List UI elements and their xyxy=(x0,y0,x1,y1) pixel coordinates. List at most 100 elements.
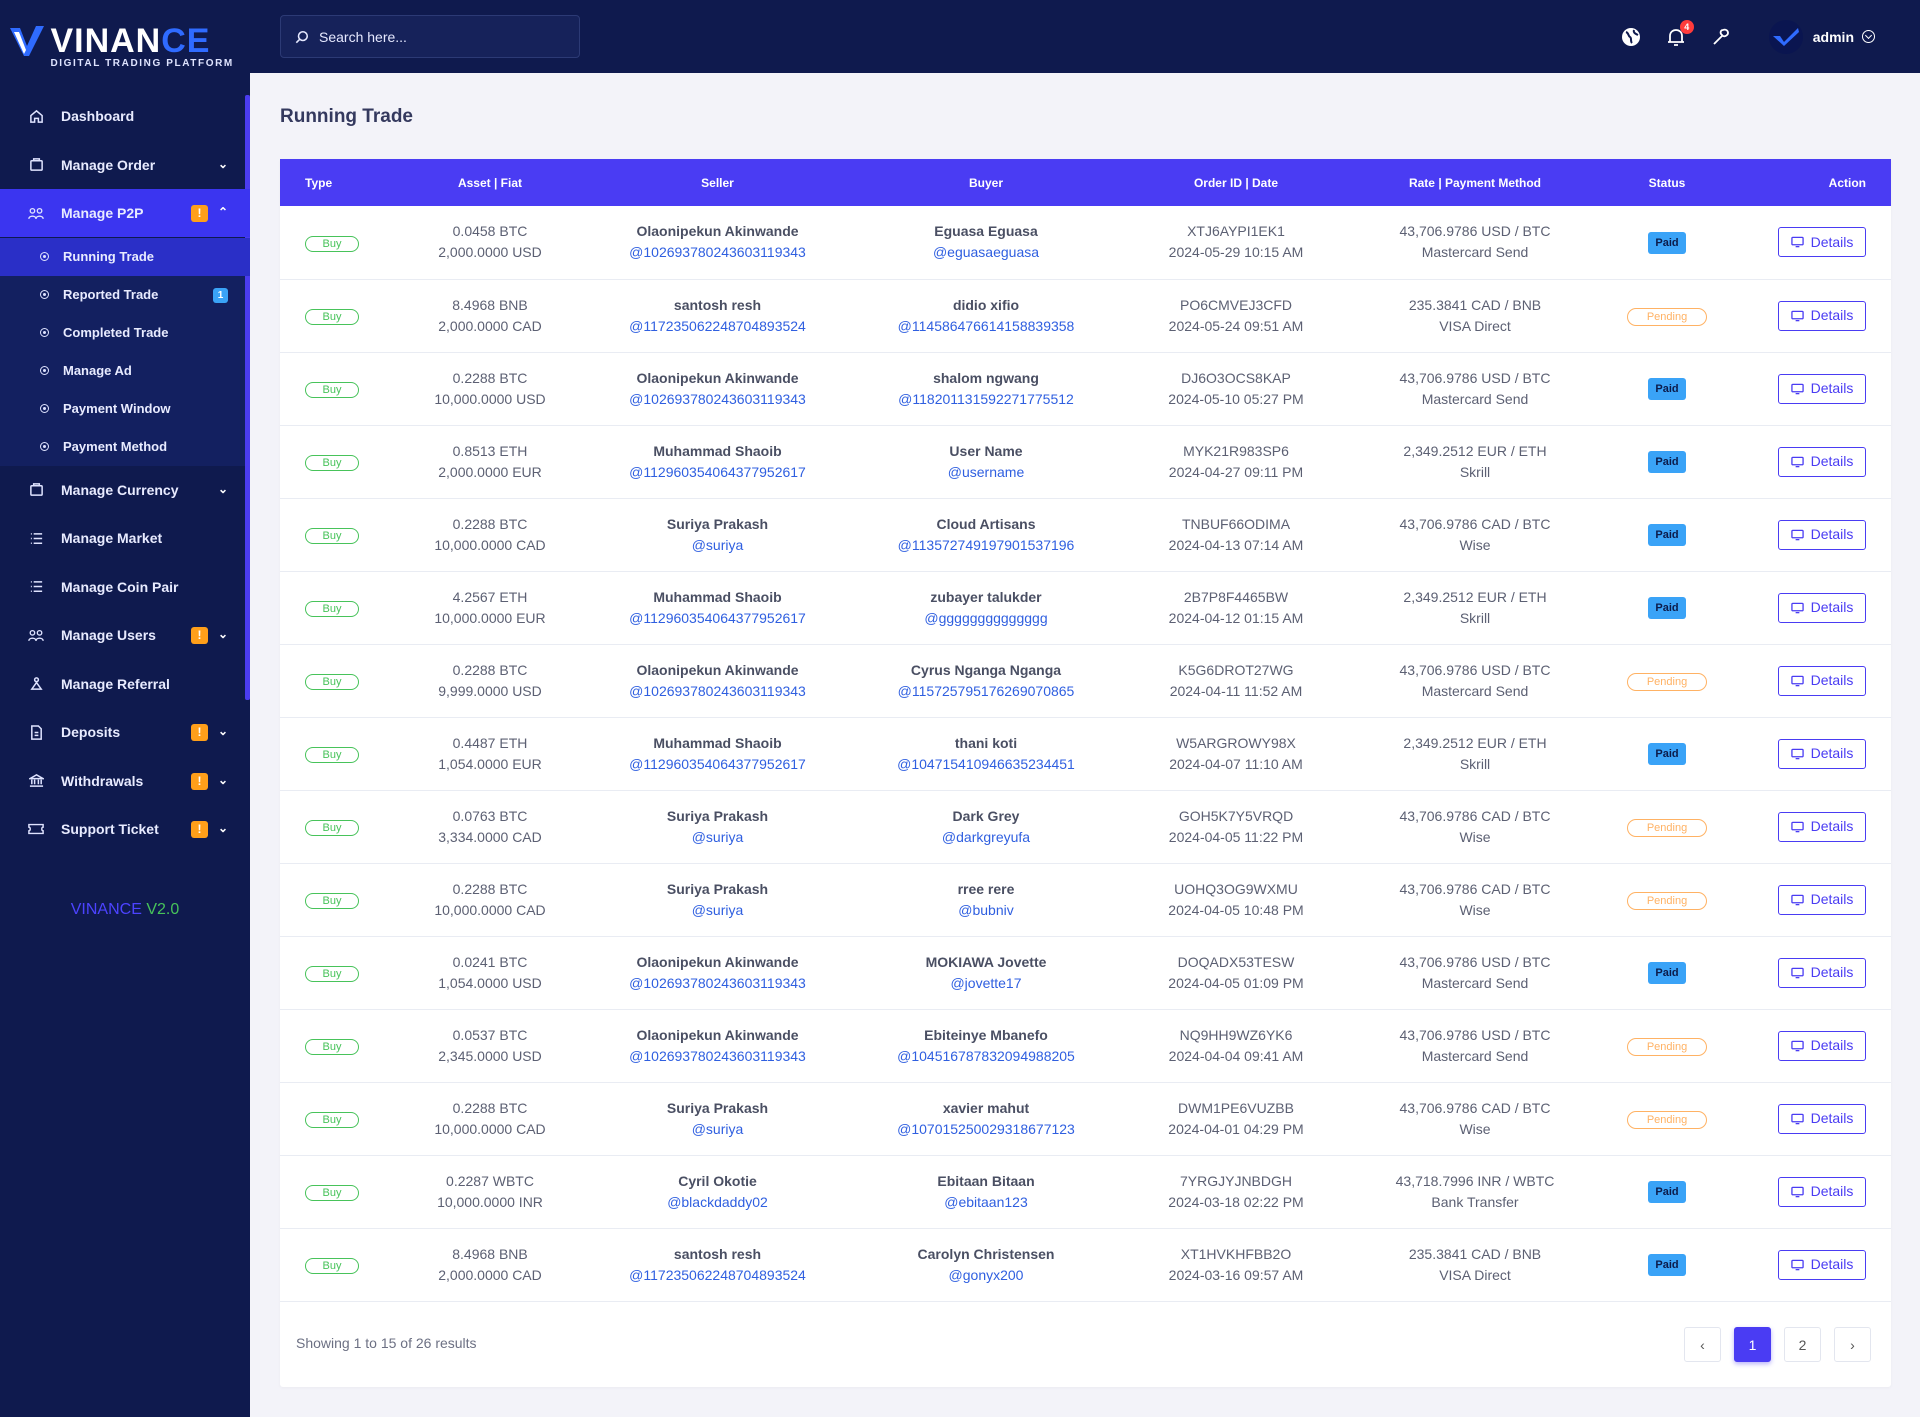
column-header-asset-fiat: Asset | Fiat xyxy=(457,175,523,190)
seller-handle-link[interactable]: @102693780243603119343 xyxy=(629,390,806,407)
search-input[interactable] xyxy=(319,28,559,45)
sidebar-item-manage-market[interactable]: Manage Market xyxy=(0,514,250,562)
submenu-item-manage-ad[interactable]: Manage Ad xyxy=(0,352,250,390)
sidebar-item-manage-order[interactable]: Manage Order ⌄ xyxy=(0,141,250,189)
order-id: XT1HVKHFBB2O xyxy=(1180,1245,1292,1262)
rate: 43,706.9786 USD / BTC xyxy=(1399,953,1551,970)
details-button[interactable]: Details xyxy=(1778,957,1866,988)
pagination-page-1[interactable]: 1 xyxy=(1734,1327,1771,1362)
results-summary: Showing 1 to 15 of 26 results xyxy=(296,1335,477,1351)
buyer-handle-link[interactable]: @gggggggggggggg xyxy=(924,609,1048,626)
table-row: Buy 0.0241 BTC 1,054.0000 USD Olaonipekun A… xyxy=(280,936,1891,1009)
details-button[interactable]: Details xyxy=(1778,884,1866,915)
sidebar-item-dashboard[interactable]: Dashboard xyxy=(0,92,250,140)
details-button[interactable]: Details xyxy=(1778,811,1866,842)
buyer-handle-link[interactable]: @113572749197901537196 xyxy=(897,536,1075,553)
status-badge: Paid xyxy=(1648,743,1686,765)
seller-handle-link[interactable]: @117235062248704893524 xyxy=(629,317,806,334)
pagination-prev-button[interactable]: ‹ xyxy=(1684,1327,1721,1362)
globe-icon[interactable] xyxy=(1619,25,1643,49)
buyer-handle-link[interactable]: @118201131592271775512 xyxy=(898,390,1074,407)
seller-handle-link[interactable]: @102693780243603119343 xyxy=(629,244,806,261)
buyer-handle-link[interactable]: @107015250029318677123 xyxy=(897,1120,1075,1137)
cell-rate-method: 43,706.9786 USD / BTC Mastercard Send xyxy=(1355,206,1595,279)
fiat-amount: 2,000.0000 USD xyxy=(438,244,542,261)
seller-handle-link[interactable]: @112960354064377952617 xyxy=(629,609,806,626)
buyer-handle-link[interactable]: @darkgreyufa xyxy=(941,828,1031,845)
buyer-handle-link[interactable]: @username xyxy=(947,463,1025,480)
buyer-handle-link[interactable]: @104715410946635234451 xyxy=(897,755,1075,772)
buyer-handle-link[interactable]: @eguasaeguasa xyxy=(932,244,1040,261)
cell-seller: Muhammad Shaoib @112960354064377952617 xyxy=(580,425,855,498)
submenu-item-payment-window[interactable]: Payment Window xyxy=(0,390,250,428)
cell-type: Buy xyxy=(280,1228,400,1301)
wrench-icon[interactable] xyxy=(1709,25,1733,49)
search-box[interactable] xyxy=(280,15,580,58)
details-button[interactable]: Details xyxy=(1778,665,1866,696)
seller-handle-link[interactable]: @suriya xyxy=(691,536,744,553)
pagination-next-button[interactable]: › xyxy=(1834,1327,1871,1362)
seller-handle-link[interactable]: @blackdaddy02 xyxy=(667,1193,768,1210)
cell-seller: Olaonipekun Akinwande @102693780243603119… xyxy=(580,206,855,279)
buyer-handle-link[interactable]: @115725795176269070865 xyxy=(897,682,1075,699)
fiat-amount: 2,000.0000 EUR xyxy=(438,463,542,480)
sidebar-item-manage-users[interactable]: Manage Users ! ⌄ xyxy=(0,611,250,659)
payment-method: Mastercard Send xyxy=(1421,682,1529,699)
details-button[interactable]: Details xyxy=(1778,1249,1866,1280)
seller-handle-link[interactable]: @102693780243603119343 xyxy=(629,974,806,991)
seller-handle-link[interactable]: @112960354064377952617 xyxy=(629,755,806,772)
seller-handle-link[interactable]: @112960354064377952617 xyxy=(629,463,806,480)
buyer-handle-link[interactable]: @gonyx200 xyxy=(948,1266,1024,1283)
order-id: K5G6DROT27WG xyxy=(1178,661,1294,678)
details-button[interactable]: Details xyxy=(1778,373,1866,404)
submenu-item-reported-trade[interactable]: Reported Trade 1 xyxy=(0,276,250,314)
logo[interactable]: VINANCE DIGITAL TRADING PLATFORM xyxy=(0,0,250,92)
details-button[interactable]: Details xyxy=(1778,738,1866,769)
buyer-handle-link[interactable]: @ebitaan123 xyxy=(944,1193,1028,1210)
seller-handle-link[interactable]: @suriya xyxy=(691,1120,744,1137)
submenu-item-running-trade[interactable]: Running Trade xyxy=(0,237,250,276)
buyer-name: Eguasa Eguasa xyxy=(934,223,1038,240)
details-button[interactable]: Details xyxy=(1778,592,1866,623)
details-button[interactable]: Details xyxy=(1778,446,1866,477)
bell-icon[interactable]: 4 xyxy=(1664,19,1694,49)
seller-handle-link[interactable]: @117235062248704893524 xyxy=(629,1266,806,1283)
buyer-name: thani koti xyxy=(954,734,1018,751)
seller-handle-link[interactable]: @102693780243603119343 xyxy=(629,682,806,699)
buyer-handle-link[interactable]: @104516787832094988205 xyxy=(897,1047,1075,1064)
sidebar-item-manage-referral[interactable]: Manage Referral xyxy=(0,660,250,708)
seller-name: Suriya Prakash xyxy=(666,1099,769,1116)
buyer-handle-link[interactable]: @114586476614158839358 xyxy=(897,317,1075,334)
status-badge: Pending xyxy=(1627,819,1707,837)
details-button[interactable]: Details xyxy=(1778,1176,1866,1207)
sidebar-item-manage-coin-pair[interactable]: Manage Coin Pair xyxy=(0,563,250,611)
warning-badge: ! xyxy=(191,821,208,838)
sidebar-item-manage-p2p[interactable]: Manage P2P ! ⌃ xyxy=(0,189,250,237)
details-button[interactable]: Details xyxy=(1778,1103,1866,1134)
sidebar-item-deposits[interactable]: Deposits ! ⌄ xyxy=(0,708,250,756)
order-date: 2024-03-18 02:22 PM xyxy=(1168,1193,1304,1210)
pagination-page-2[interactable]: 2 xyxy=(1784,1327,1821,1362)
sidebar-scrollbar[interactable] xyxy=(245,95,250,700)
sidebar-item-manage-currency[interactable]: Manage Currency ⌄ xyxy=(0,466,250,514)
seller-handle-link[interactable]: @suriya xyxy=(691,828,744,845)
cell-action: Details xyxy=(1739,1228,1891,1301)
details-button[interactable]: Details xyxy=(1778,519,1866,550)
seller-handle-link[interactable]: @suriya xyxy=(691,901,744,918)
user-menu[interactable]: admin xyxy=(1768,19,1875,54)
details-button[interactable]: Details xyxy=(1778,227,1866,258)
buyer-handle-link[interactable]: @bubniv xyxy=(958,901,1014,918)
table-row: Buy 8.4968 BNB 2,000.0000 CAD santosh resh @… xyxy=(280,1228,1891,1301)
buyer-handle-link[interactable]: @jovette17 xyxy=(950,974,1022,991)
sidebar-item-support-ticket[interactable]: Support Ticket ! ⌄ xyxy=(0,805,250,853)
details-button[interactable]: Details xyxy=(1778,300,1866,331)
details-button[interactable]: Details xyxy=(1778,1030,1866,1061)
rate: 43,706.9786 USD / BTC xyxy=(1399,1026,1551,1043)
cell-rate-method: 43,718.7996 INR / WBTC Bank Transfer xyxy=(1355,1155,1595,1228)
status-badge: Paid xyxy=(1648,378,1686,400)
submenu-item-payment-method[interactable]: Payment Method xyxy=(0,428,250,466)
warning-badge: ! xyxy=(191,205,208,222)
submenu-item-completed-trade[interactable]: Completed Trade xyxy=(0,314,250,352)
sidebar-item-withdrawals[interactable]: Withdrawals ! ⌄ xyxy=(0,757,250,805)
seller-handle-link[interactable]: @102693780243603119343 xyxy=(629,1047,806,1064)
